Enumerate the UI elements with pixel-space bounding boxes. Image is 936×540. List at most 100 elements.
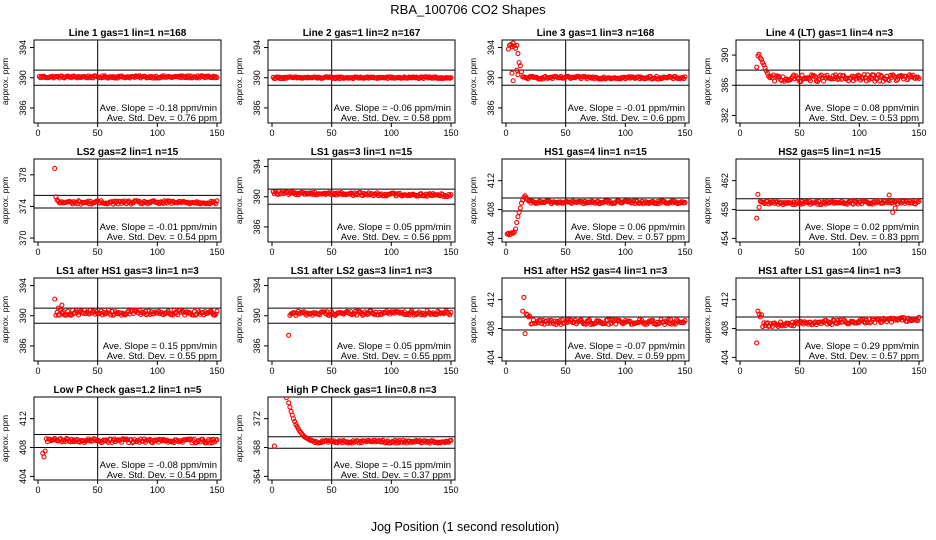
slope-annotation: Ave. Slope = 0.08 ppm/min: [805, 103, 919, 114]
data-point: [110, 312, 116, 318]
x-tick-label: 100: [618, 128, 633, 138]
data-point: [286, 332, 292, 338]
data-point: [514, 67, 520, 73]
y-axis-label: approx. ppm: [234, 415, 244, 462]
y-tick-label: 412: [720, 292, 730, 307]
x-tick-label: 0: [35, 366, 40, 376]
std-dev-annotation: Ave. Std. Dev. = 0.58 ppm: [341, 113, 451, 124]
x-tick-label: 50: [93, 247, 103, 257]
data-point: [214, 437, 220, 443]
panel-title: Line 1 gas=1 lin=1 n=168: [69, 28, 187, 39]
slope-annotation: Ave. Slope = -0.08 ppm/min: [100, 460, 217, 471]
data-point: [448, 437, 454, 444]
x-tick-label: 50: [93, 128, 103, 138]
data-point: [59, 302, 65, 308]
data-point: [754, 215, 760, 221]
data-point: [682, 74, 688, 80]
y-tick-label: 372: [252, 411, 262, 426]
x-tick-label: 50: [795, 247, 805, 257]
plot-frame: [735, 39, 924, 124]
plot-frame: [33, 39, 222, 124]
x-tick-label: 150: [911, 366, 926, 376]
data-series: [36, 73, 220, 81]
std-dev-annotation: Ave. Std. Dev. = 0.54 ppm: [107, 232, 217, 243]
panel-5: LS2 gas=2 lin=1 n=15 approx. ppm 0 50 100 150…: [0, 147, 225, 257]
data-point: [914, 198, 920, 204]
y-tick-label: 404: [18, 469, 28, 484]
data-point: [286, 400, 292, 406]
plot-frame: [501, 39, 690, 124]
data-point: [85, 198, 91, 204]
plot-frame: [267, 158, 456, 243]
data-point: [184, 309, 190, 315]
y-tick-label: 408: [486, 321, 496, 336]
panel-8: HS2 gas=5 lin=1 n=15 approx. ppm 0 50 100 150…: [702, 147, 927, 257]
panel-title: HS1 after HS2 gas=4 lin=1 n=3: [524, 266, 668, 277]
x-tick-label: 150: [677, 247, 692, 257]
y-tick-label: 394: [18, 278, 28, 293]
data-point: [448, 192, 454, 198]
data-point: [364, 311, 371, 317]
x-tick-label: 0: [503, 247, 508, 257]
data-point: [893, 78, 899, 84]
data-series: [754, 51, 922, 85]
data-point: [271, 443, 277, 449]
std-dev-annotation: Ave. Std. Dev. = 0.54 ppm: [107, 470, 217, 481]
data-point: [104, 310, 110, 316]
panel-6: LS1 gas=3 lin=1 n=15 approx. ppm 0 50 100 150…: [234, 147, 459, 257]
panel-title: Line 2 gas=1 lin=2 n=167: [303, 28, 421, 39]
figure-x-axis-label: Jog Position (1 second resolution): [371, 520, 559, 534]
x-tick-label: 50: [93, 485, 103, 495]
data-point: [161, 437, 168, 443]
x-tick-label: 150: [443, 247, 458, 257]
x-tick-label: 50: [327, 128, 337, 138]
data-point: [512, 226, 519, 232]
x-tick-label: 50: [561, 366, 571, 376]
x-tick-label: 0: [503, 128, 508, 138]
data-point: [422, 312, 428, 318]
y-tick-label: 404: [486, 350, 496, 365]
y-tick-label: 390: [486, 70, 496, 85]
slope-annotation: Ave. Slope = 0.02 ppm/min: [805, 222, 919, 233]
data-point: [208, 437, 214, 443]
data-point: [527, 313, 533, 319]
data-point: [886, 77, 892, 83]
y-tick-label: 390: [252, 308, 262, 323]
data-point: [406, 312, 412, 318]
data-point: [140, 309, 146, 315]
y-tick-label: 386: [252, 338, 262, 353]
x-tick-label: 100: [150, 247, 165, 257]
y-tick-label: 364: [252, 469, 262, 484]
data-point: [283, 397, 289, 401]
data-point: [517, 63, 523, 69]
panel-3: Line 3 gas=1 lin=3 n=168 approx. ppm 0 50 10…: [468, 28, 693, 138]
data-point: [807, 78, 813, 84]
data-point: [514, 219, 520, 226]
x-tick-label: 150: [209, 128, 224, 138]
plot-frame: [501, 158, 690, 243]
plot-frame: [267, 39, 456, 124]
y-tick-label: 386: [252, 100, 262, 115]
data-point: [874, 198, 880, 204]
data-point: [134, 307, 140, 314]
std-dev-annotation: Ave. Std. Dev. = 0.55 ppm: [107, 351, 217, 362]
data-point: [132, 307, 138, 313]
data-series: [270, 189, 454, 200]
data-series: [271, 397, 454, 449]
y-tick-label: 408: [486, 202, 496, 217]
data-point: [545, 320, 551, 326]
panel-10: LS1 after LS2 gas=3 lin=1 n=3 approx. ppm…: [234, 266, 459, 376]
plot-frame: [735, 158, 924, 243]
data-series: [754, 308, 922, 346]
std-dev-annotation: Ave. Std. Dev. = 0.57 ppm: [575, 232, 685, 243]
data-point: [538, 318, 544, 324]
data-point: [510, 78, 516, 84]
data-point: [811, 73, 817, 79]
std-dev-annotation: Ave. Std. Dev. = 0.6 ppm: [580, 113, 685, 124]
data-point: [758, 312, 765, 318]
x-tick-label: 100: [150, 366, 165, 376]
panel-title: Line 3 gas=1 lin=3 n=168: [537, 28, 655, 39]
panel-4: Line 4 (LT) gas=1 lin=4 n=3 approx. ppm 0 5…: [702, 28, 927, 138]
data-point: [886, 192, 892, 198]
std-dev-annotation: Ave. Std. Dev. = 0.56 ppm: [341, 232, 451, 243]
